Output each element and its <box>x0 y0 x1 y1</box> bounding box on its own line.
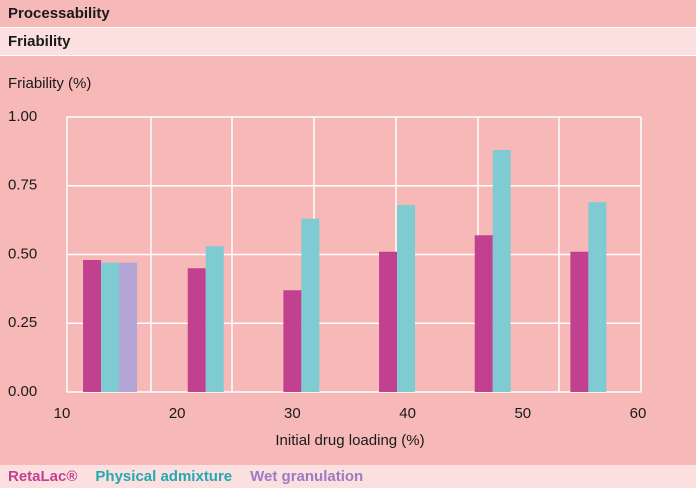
y-tick-label: 1.00 <box>8 108 37 125</box>
legend-bar <box>0 465 696 488</box>
bar <box>283 290 302 392</box>
bar <box>187 268 206 392</box>
y-tick-label: 0.00 <box>8 383 37 400</box>
subtitle: Friability <box>8 33 71 50</box>
x-tick-label: 40 <box>399 405 416 422</box>
bar <box>379 251 398 392</box>
bar <box>492 150 511 392</box>
bar <box>301 218 320 392</box>
y-tick-label: 0.25 <box>8 314 37 331</box>
subheader-bar <box>0 28 696 55</box>
y-tick-label: 0.50 <box>8 245 37 262</box>
bar <box>119 262 138 392</box>
bar <box>570 251 589 392</box>
x-tick-label: 20 <box>169 405 186 422</box>
bar <box>205 246 224 392</box>
bar <box>101 262 120 392</box>
y-tick-label: 0.75 <box>8 177 37 194</box>
bar <box>474 235 493 392</box>
x-tick-label: 30 <box>284 405 301 422</box>
y-axis-label: Friability (%) <box>8 75 91 92</box>
bar <box>83 260 102 392</box>
legend-entry: RetaLac® <box>8 468 77 485</box>
title: Processability <box>8 5 110 22</box>
x-tick-label: 60 <box>630 405 647 422</box>
x-axis-label: Initial drug loading (%) <box>275 432 424 449</box>
x-tick-label: 50 <box>514 405 531 422</box>
bar <box>588 202 607 392</box>
legend-entry: Wet granulation <box>250 468 363 485</box>
header-bar <box>0 0 696 27</box>
legend-entry: Physical admixture <box>95 468 232 485</box>
x-tick-label: 10 <box>54 405 71 422</box>
bar <box>397 205 416 392</box>
